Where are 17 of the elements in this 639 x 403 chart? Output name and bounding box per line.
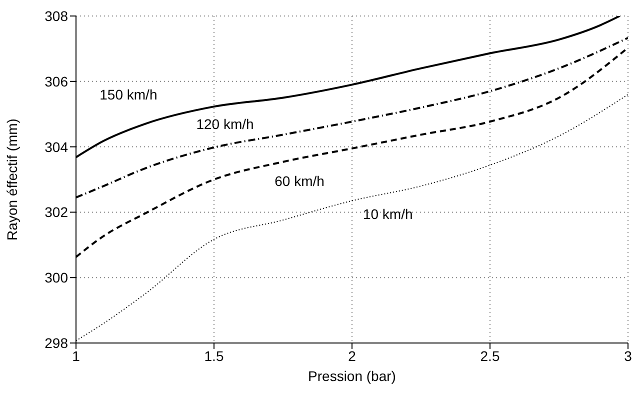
y-axis-title: Rayon éffectif (mm) <box>4 118 20 240</box>
x-tick-label: 3 <box>624 348 632 364</box>
series-label: 60 km/h <box>274 173 324 190</box>
series-label: 150 km/h <box>100 86 158 102</box>
y-tick-label: 300 <box>44 270 68 286</box>
x-tick-label: 1.5 <box>204 348 224 364</box>
y-tick-label: 302 <box>44 204 68 220</box>
series-label: 10 km/h <box>362 206 413 222</box>
x-tick-label: 2 <box>348 348 356 364</box>
y-tick-label: 304 <box>44 138 68 155</box>
series-label: 120 km/h <box>196 116 254 132</box>
x-axis-title: Pression (bar) <box>308 368 396 384</box>
y-tick-label: 298 <box>44 334 68 351</box>
y-tick-label: 308 <box>44 8 68 24</box>
x-tick-label: 1 <box>72 348 80 364</box>
x-tick-label: 2.5 <box>480 348 500 364</box>
y-tick-label: 306 <box>44 73 68 90</box>
